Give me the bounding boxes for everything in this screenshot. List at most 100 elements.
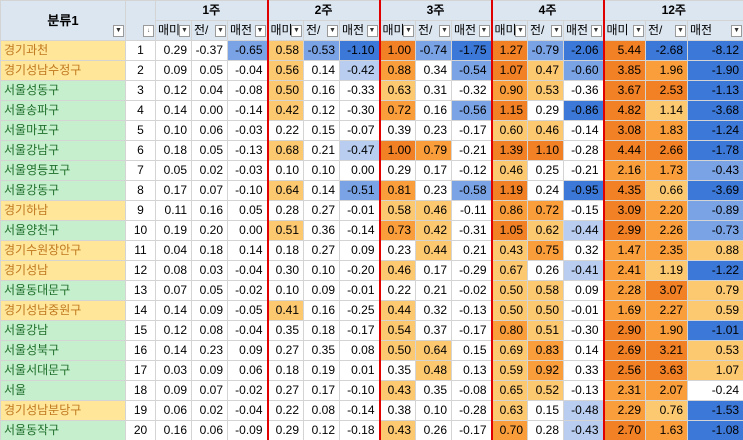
value-cell[interactable]: -0.95 [563, 180, 605, 201]
value-cell[interactable]: 0.58 [267, 40, 305, 61]
value-cell[interactable]: 0.62 [527, 220, 565, 241]
value-cell[interactable]: 0.03 [191, 260, 228, 281]
value-cell[interactable]: 0.27 [267, 380, 305, 401]
value-cell[interactable]: -1.90 [687, 60, 743, 81]
table-row[interactable]: 서울성동구 3 0.12 0.04 -0.08 0.50 0.16 -0.33 0.63 0.31… [0, 80, 743, 101]
rank-cell[interactable]: 4 [125, 100, 156, 121]
value-cell[interactable]: -0.15 [563, 200, 605, 221]
value-cell[interactable]: -0.28 [451, 400, 493, 421]
filter-dropdown-icon[interactable]: ▼ [515, 25, 527, 37]
value-cell[interactable]: 0.42 [267, 100, 305, 121]
value-cell[interactable]: 0.23 [415, 120, 453, 141]
value-cell[interactable]: -0.17 [451, 320, 493, 341]
value-cell[interactable]: 1.96 [645, 60, 689, 81]
value-cell[interactable]: 0.09 [191, 360, 228, 381]
value-cell[interactable]: -0.10 [226, 180, 269, 201]
value-cell[interactable]: -1.13 [687, 80, 743, 101]
value-cell[interactable]: 1.47 [603, 240, 647, 261]
table-row[interactable]: 경기성남 12 0.08 0.03 -0.04 0.30 0.10 -0.20 0.46 0.17… [0, 260, 743, 281]
value-cell[interactable]: 0.73 [379, 220, 417, 241]
value-cell[interactable]: 0.11 [155, 200, 192, 221]
value-cell[interactable]: -1.01 [687, 320, 743, 341]
value-cell[interactable]: -0.44 [563, 220, 605, 241]
table-row[interactable]: 서울동작구 20 0.16 0.06 -0.09 0.29 0.12 -0.18 0.43 0.2… [0, 420, 743, 440]
value-cell[interactable]: -0.02 [451, 280, 493, 301]
value-cell[interactable]: -1.22 [687, 260, 743, 281]
filter-dropdown-icon[interactable]: ▼ [327, 25, 339, 37]
value-cell[interactable]: 0.64 [267, 180, 305, 201]
value-cell[interactable]: 0.46 [527, 120, 565, 141]
value-cell[interactable]: -0.89 [687, 200, 743, 221]
value-cell[interactable]: 0.05 [191, 140, 228, 161]
value-cell[interactable]: 2.99 [603, 220, 647, 241]
value-cell[interactable]: 2.20 [645, 200, 689, 221]
value-cell[interactable]: 0.88 [687, 240, 743, 261]
value-cell[interactable]: 1.14 [645, 100, 689, 121]
rank-cell[interactable]: 2 [125, 60, 156, 81]
value-cell[interactable]: -0.13 [563, 380, 605, 401]
value-cell[interactable]: -0.17 [339, 320, 381, 341]
value-cell[interactable]: 0.51 [527, 320, 565, 341]
rank-cell[interactable]: 6 [125, 140, 156, 161]
value-cell[interactable]: 0.09 [339, 240, 381, 261]
table-row[interactable]: 서울영등포구 7 0.05 0.02 -0.03 0.10 0.10 0.00 0.29 0.17… [0, 160, 743, 181]
value-cell[interactable]: 0.14 [155, 100, 192, 121]
value-cell[interactable]: -0.42 [339, 60, 381, 81]
value-cell[interactable]: 0.08 [155, 260, 192, 281]
value-cell[interactable]: 0.67 [491, 260, 529, 281]
value-cell[interactable]: -0.20 [339, 260, 381, 281]
value-cell[interactable]: 0.18 [267, 240, 305, 261]
value-cell[interactable]: 0.43 [491, 240, 529, 261]
value-cell[interactable]: 0.52 [527, 380, 565, 401]
value-cell[interactable]: -0.14 [563, 120, 605, 141]
value-cell[interactable]: 0.14 [303, 180, 341, 201]
rank-cell[interactable]: 20 [125, 420, 156, 440]
value-cell[interactable]: 0.90 [491, 80, 529, 101]
value-cell[interactable]: 0.01 [339, 360, 381, 381]
value-cell[interactable]: 0.05 [226, 200, 269, 221]
table-row[interactable]: 경기수원장안구 11 0.04 0.18 0.14 0.18 0.27 0.09 0.23 0.4… [0, 240, 743, 261]
value-cell[interactable]: 1.07 [687, 360, 743, 381]
value-cell[interactable]: 0.10 [267, 160, 305, 181]
value-cell[interactable]: 0.53 [687, 340, 743, 361]
value-cell[interactable]: 0.15 [303, 120, 341, 141]
rank-cell[interactable]: 7 [125, 160, 156, 181]
subcol-header[interactable]: 전/ ▼ [527, 20, 565, 41]
filter-dropdown-icon[interactable]: ▼ [291, 25, 303, 37]
value-cell[interactable]: 0.06 [226, 360, 269, 381]
value-cell[interactable]: 1.63 [645, 420, 689, 440]
value-cell[interactable]: 0.92 [527, 360, 565, 381]
value-cell[interactable]: 0.17 [415, 160, 453, 181]
value-cell[interactable]: -1.53 [687, 400, 743, 421]
value-cell[interactable]: -0.21 [563, 160, 605, 181]
value-cell[interactable]: -1.10 [339, 40, 381, 61]
value-cell[interactable]: 0.43 [379, 420, 417, 440]
value-cell[interactable]: 0.14 [303, 60, 341, 81]
value-cell[interactable]: 4.44 [603, 140, 647, 161]
value-cell[interactable]: 1.83 [645, 120, 689, 141]
value-cell[interactable]: 4.35 [603, 180, 647, 201]
rank-cell[interactable]: 15 [125, 320, 156, 341]
value-cell[interactable]: 0.27 [303, 200, 341, 221]
subcol-header[interactable]: 매미 ▼ [155, 20, 192, 41]
value-cell[interactable]: 0.83 [527, 340, 565, 361]
filter-dropdown-icon[interactable]: ▼ [113, 25, 124, 37]
value-cell[interactable]: 0.59 [687, 300, 743, 321]
value-cell[interactable]: 0.29 [379, 160, 417, 181]
value-cell[interactable]: -0.33 [339, 80, 381, 101]
value-cell[interactable]: 0.51 [267, 220, 305, 241]
value-cell[interactable]: -0.25 [339, 300, 381, 321]
value-cell[interactable]: 0.50 [527, 300, 565, 321]
value-cell[interactable]: -0.36 [563, 80, 605, 101]
value-cell[interactable]: 0.21 [303, 140, 341, 161]
value-cell[interactable]: -0.14 [339, 400, 381, 421]
value-cell[interactable]: 0.46 [379, 260, 417, 281]
value-cell[interactable]: 0.19 [155, 220, 192, 241]
value-cell[interactable]: 0.10 [267, 280, 305, 301]
value-cell[interactable]: 0.23 [379, 240, 417, 261]
value-cell[interactable]: -0.41 [563, 260, 605, 281]
value-cell[interactable]: 0.69 [491, 340, 529, 361]
subcol-header[interactable]: 매미 ▼ [491, 20, 529, 41]
region-name-cell[interactable]: 경기수원장안구 [0, 240, 126, 261]
value-cell[interactable]: 0.30 [267, 260, 305, 281]
